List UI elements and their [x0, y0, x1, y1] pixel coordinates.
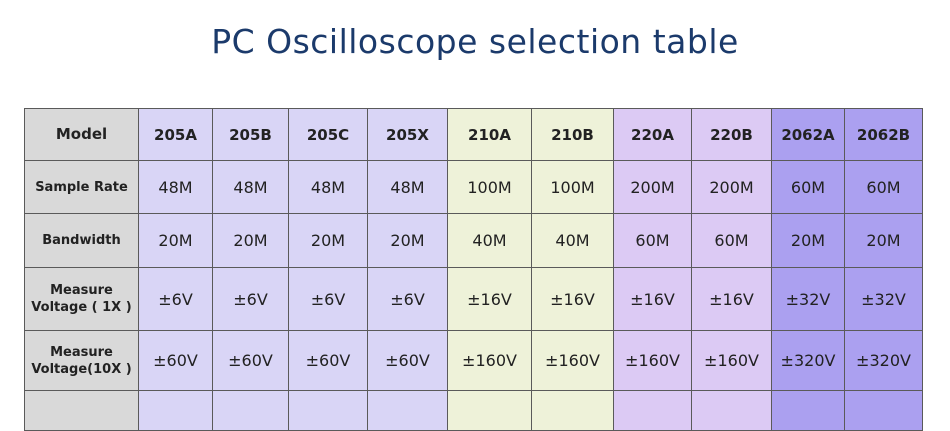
header-label: Model	[24, 108, 139, 161]
model-cell: 220B	[691, 108, 772, 161]
spec-cell: ±320V	[771, 330, 845, 391]
spec-cell: ±6V	[367, 267, 448, 331]
page: PC Oscilloscope selection table Model 205…	[24, 22, 923, 431]
spec-row: Sample Rate 48M 48M 48M 48M 100M 100M 200M 200M 6…	[24, 160, 923, 214]
empty-cell	[288, 390, 368, 431]
row-label-line: Bandwidth	[42, 233, 121, 248]
spec-cell: 48M	[138, 160, 213, 214]
spec-cell: ±60V	[212, 330, 289, 391]
spec-row: Bandwidth 20M 20M 20M 20M 40M 40M 60M 60M 20M 20M	[24, 213, 923, 268]
spec-cell: 20M	[212, 213, 289, 268]
empty-cell	[531, 390, 614, 431]
row-label: Measure Voltage ( 1X )	[24, 267, 139, 331]
spec-cell: ±6V	[138, 267, 213, 331]
spec-cell: 200M	[613, 160, 692, 214]
cut-row	[24, 390, 923, 431]
spec-cell: ±16V	[531, 267, 614, 331]
model-cell: 205B	[212, 108, 289, 161]
row-label-line: Voltage ( 1X )	[31, 300, 132, 315]
spec-cell: 40M	[531, 213, 614, 268]
spec-cell: 60M	[613, 213, 692, 268]
model-cell: 205X	[367, 108, 448, 161]
spec-cell: ±160V	[613, 330, 692, 391]
spec-cell: ±60V	[288, 330, 368, 391]
spec-cell: 60M	[771, 160, 845, 214]
model-cell: 210B	[531, 108, 614, 161]
spec-cell: 20M	[771, 213, 845, 268]
spec-cell: 48M	[367, 160, 448, 214]
spec-cell: ±60V	[367, 330, 448, 391]
spec-cell: ±32V	[771, 267, 845, 331]
spec-cell: ±16V	[691, 267, 772, 331]
row-label-line: Voltage(10X )	[31, 361, 132, 377]
model-cell: 2062A	[771, 108, 845, 161]
spec-cell: ±160V	[691, 330, 772, 391]
spec-cell: 100M	[447, 160, 532, 214]
model-cell: 205A	[138, 108, 213, 161]
empty-cell	[771, 390, 845, 431]
empty-cell	[367, 390, 448, 431]
spec-cell: 48M	[288, 160, 368, 214]
title: PC Oscilloscope selection table	[211, 22, 739, 61]
spec-cell: ±160V	[531, 330, 614, 391]
header-row: Model 205A 205B 205C 205X 210A 210B 220A 220B 206…	[24, 108, 923, 161]
empty-cell	[24, 390, 139, 431]
spec-cell: ±320V	[844, 330, 923, 391]
spec-cell: 20M	[367, 213, 448, 268]
spec-cell: 20M	[844, 213, 923, 268]
spec-cell: 40M	[447, 213, 532, 268]
spec-row: Measure Voltage ( 1X ) ±6V ±6V ±6V ±6V ±16V ±16…	[24, 267, 923, 331]
row-label: Measure Voltage(10X )	[24, 330, 139, 391]
row-label-line: Measure	[50, 283, 113, 298]
empty-cell	[447, 390, 532, 431]
row-label-line: Measure	[50, 344, 113, 360]
spec-cell: ±32V	[844, 267, 923, 331]
selection-table: Model 205A 205B 205C 205X 210A 210B 220A 220B 206…	[24, 108, 923, 431]
spec-cell: ±16V	[447, 267, 532, 331]
spec-cell: ±6V	[288, 267, 368, 331]
spec-cell: 48M	[212, 160, 289, 214]
empty-cell	[844, 390, 923, 431]
spec-cell: ±6V	[212, 267, 289, 331]
model-cell: 220A	[613, 108, 692, 161]
model-cell: 205C	[288, 108, 368, 161]
empty-cell	[691, 390, 772, 431]
spec-cell: ±16V	[613, 267, 692, 331]
empty-cell	[212, 390, 289, 431]
model-cell: 2062B	[844, 108, 923, 161]
row-label-line: Sample Rate	[35, 179, 128, 195]
spec-cell: 20M	[138, 213, 213, 268]
spec-cell: 100M	[531, 160, 614, 214]
spec-cell: 60M	[844, 160, 923, 214]
spec-cell: 20M	[288, 213, 368, 268]
model-cell: 210A	[447, 108, 532, 161]
row-label: Bandwidth	[24, 213, 139, 268]
empty-cell	[138, 390, 213, 431]
spec-cell: 60M	[691, 213, 772, 268]
spec-cell: ±160V	[447, 330, 532, 391]
empty-cell	[613, 390, 692, 431]
spec-cell: 200M	[691, 160, 772, 214]
row-label: Sample Rate	[24, 160, 139, 214]
spec-row: Measure Voltage(10X ) ±60V ±60V ±60V ±60V ±160…	[24, 330, 923, 391]
spec-cell: ±60V	[138, 330, 213, 391]
